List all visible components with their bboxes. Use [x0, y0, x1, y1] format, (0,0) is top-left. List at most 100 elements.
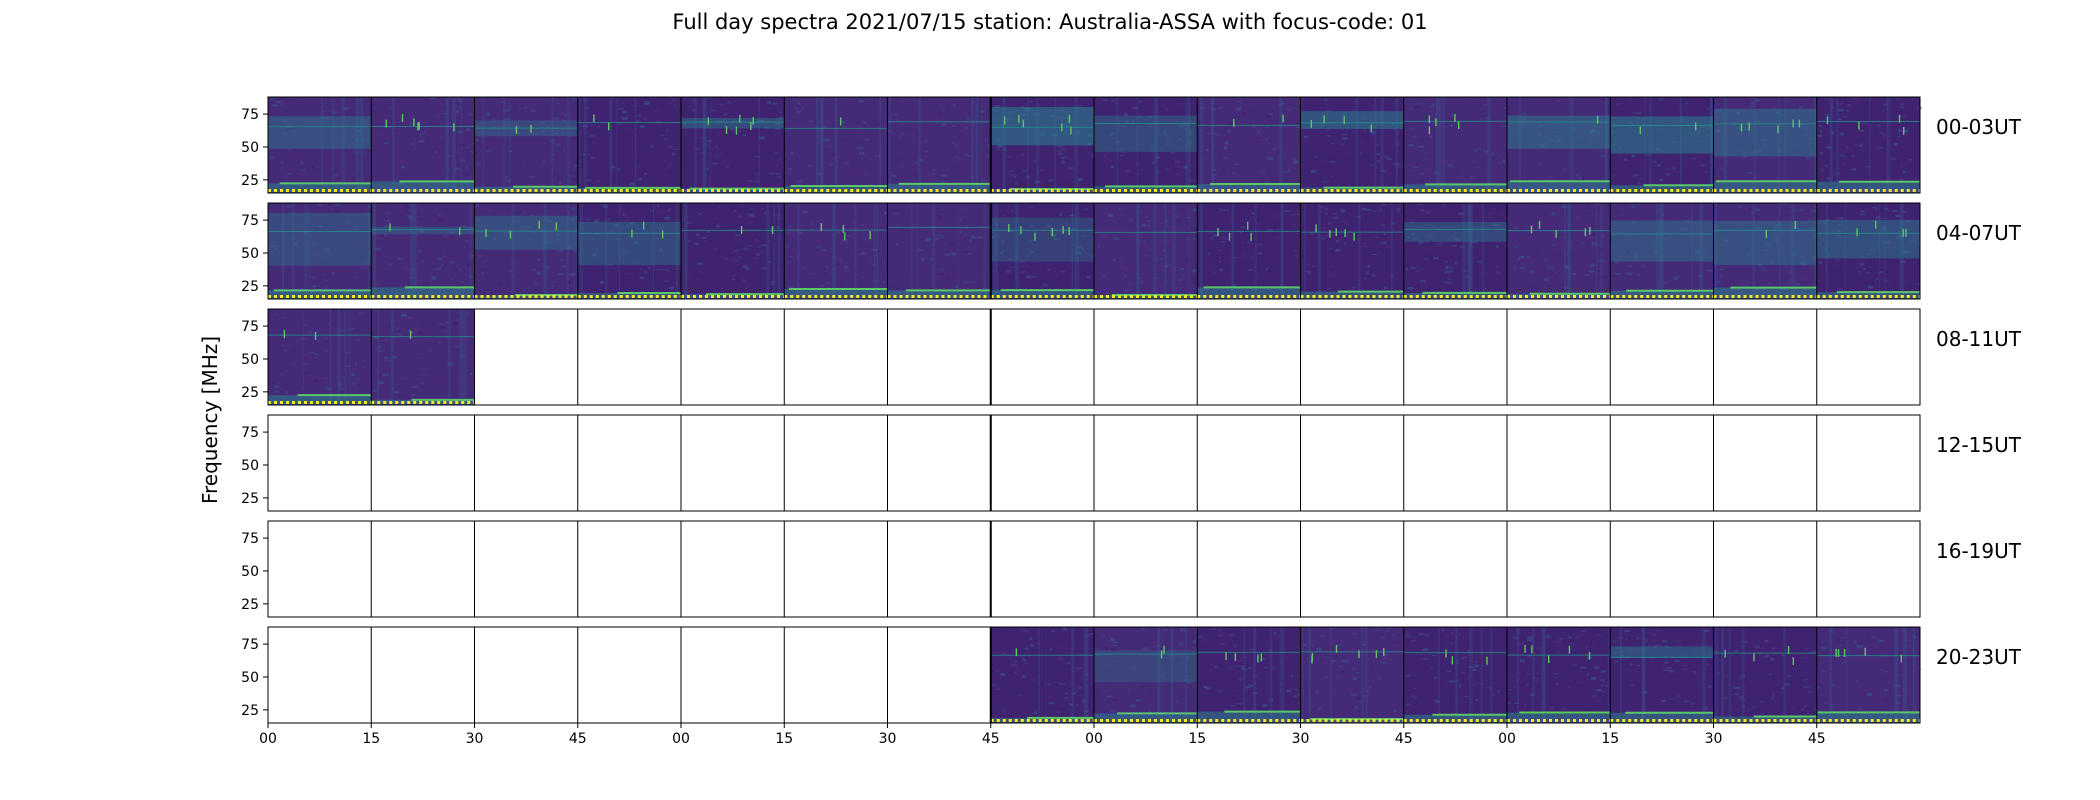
noise-cell	[719, 104, 724, 106]
noise-cell	[1057, 145, 1063, 148]
noise-cell	[913, 267, 917, 269]
noise-cell	[1363, 129, 1367, 132]
noise-cell	[1012, 665, 1019, 667]
noise-cell	[382, 178, 385, 181]
noise-cell	[314, 236, 317, 240]
noise-cell	[362, 139, 365, 142]
noise-cell	[314, 119, 320, 122]
noise-cell	[1526, 683, 1529, 686]
noise-cell	[994, 631, 997, 634]
noise-cell	[570, 207, 576, 210]
noise-cell	[1803, 686, 1810, 688]
noise-cell	[1125, 169, 1131, 172]
noise-cell	[715, 225, 721, 227]
stripe	[1468, 627, 1473, 723]
noise-cell	[1774, 647, 1780, 650]
noise-cell	[866, 256, 873, 259]
stripe	[1619, 627, 1622, 723]
noise-cell	[1148, 710, 1152, 713]
noise-cell	[1240, 226, 1245, 229]
noise-cell	[741, 174, 745, 176]
noise-cell	[904, 218, 909, 220]
noise-cell	[713, 277, 716, 281]
noise-cell	[1305, 263, 1312, 266]
noise-cell	[1452, 244, 1457, 247]
noise-cell	[1178, 103, 1181, 106]
stripe	[482, 97, 485, 193]
noise-cell	[1661, 699, 1666, 702]
noise-cell	[940, 123, 947, 126]
noise-cell	[1811, 277, 1814, 279]
spectrum-panel	[370, 309, 477, 405]
noise-cell	[826, 145, 832, 148]
noise-cell	[643, 172, 648, 175]
noise-cell	[298, 379, 301, 381]
noise-cell	[712, 216, 719, 219]
noise-cell	[1859, 213, 1866, 216]
noise-cell	[461, 225, 466, 227]
noise-cell	[1259, 224, 1262, 226]
stripe	[1254, 203, 1257, 299]
spectrum-panel	[474, 415, 578, 511]
noise-cell	[440, 327, 446, 329]
noise-cell	[1662, 639, 1668, 643]
noise-cell	[1351, 693, 1358, 696]
noise-cell	[1177, 138, 1182, 140]
noise-cell	[1761, 138, 1766, 141]
noise-cell	[1255, 141, 1262, 144]
noise-cell	[830, 274, 833, 276]
noise-cell	[862, 238, 869, 240]
noise-cell	[1094, 697, 1097, 700]
spectrum-panel	[1300, 415, 1404, 511]
noise-cell	[1260, 174, 1267, 176]
noise-cell	[806, 252, 812, 254]
noise-cell	[1526, 256, 1530, 259]
noise-cell	[1807, 108, 1814, 111]
noise-cell	[1398, 225, 1401, 227]
noise-cell	[432, 379, 438, 381]
noise-cell	[914, 172, 917, 176]
noise-cell	[1430, 226, 1437, 228]
noise-cell	[1352, 632, 1357, 635]
spectrum-panel	[887, 309, 991, 405]
noise-cell	[772, 180, 777, 183]
x-tick-label: 30	[466, 731, 484, 747]
noise-cell	[293, 363, 296, 366]
noise-cell	[1786, 179, 1791, 181]
noise-cell	[878, 246, 883, 249]
noise-cell	[470, 385, 477, 388]
noise-cell	[1446, 646, 1449, 650]
noise-cell	[1546, 265, 1552, 268]
noise-cell	[1636, 112, 1641, 115]
noise-cell	[1636, 114, 1642, 117]
noise-cell	[1571, 230, 1577, 233]
noise-cell	[610, 175, 616, 178]
noise-cell	[1267, 112, 1273, 116]
noise-cell	[1326, 671, 1330, 674]
noise-cell	[668, 139, 674, 142]
low-freq-band	[1197, 184, 1301, 193]
noise-cell	[324, 248, 331, 251]
noise-cell	[1842, 115, 1848, 117]
noise-cell	[1529, 270, 1535, 274]
noise-cell	[1330, 659, 1336, 663]
spectrum-panel	[887, 521, 991, 617]
noise-cell	[1436, 243, 1443, 245]
noise-cell	[338, 388, 345, 390]
emission-band	[1610, 220, 1714, 262]
noise-cell	[1188, 141, 1193, 144]
noise-cell	[1602, 276, 1609, 279]
noise-cell	[1636, 206, 1640, 209]
noise-cell	[1766, 712, 1772, 714]
noise-cell	[585, 262, 591, 265]
noise-cell	[1060, 156, 1064, 159]
low-freq-band	[990, 188, 1094, 193]
noise-cell	[568, 116, 574, 120]
noise-cell	[337, 141, 340, 144]
noise-cell	[1777, 146, 1783, 150]
noise-cell	[1893, 653, 1899, 656]
noise-cell	[1052, 678, 1057, 681]
stripe	[304, 203, 308, 299]
noise-cell	[559, 258, 564, 261]
